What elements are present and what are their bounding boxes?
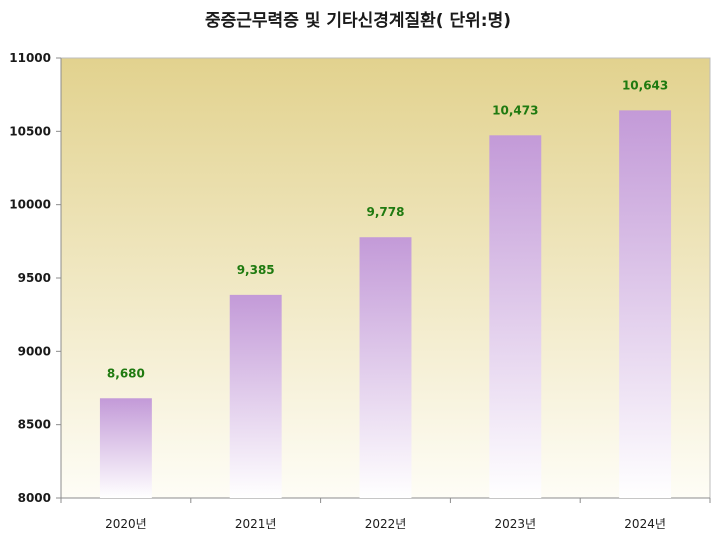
- data-label: 10,473: [492, 103, 538, 117]
- bar: [229, 294, 282, 498]
- data-label: 8,680: [107, 366, 145, 380]
- bar: [99, 398, 152, 498]
- bar: [359, 237, 412, 498]
- x-tick-label: 2024년: [624, 517, 666, 531]
- bar: [619, 110, 672, 499]
- chart-title: 중증근무력증 및 기타신경계질환( 단위:명): [205, 11, 511, 31]
- data-label: 9,778: [367, 205, 405, 219]
- bars: [99, 110, 672, 499]
- y-tick-label: 8500: [18, 418, 51, 432]
- y-tick-label: 8000: [18, 491, 51, 505]
- x-tick-label: 2022년: [365, 517, 407, 531]
- x-tick-label: 2023년: [495, 517, 537, 531]
- y-tick-label: 10000: [9, 198, 51, 212]
- data-label: 10,643: [622, 78, 668, 92]
- bar: [489, 135, 542, 498]
- x-tick-label: 2020년: [105, 517, 147, 531]
- data-labels: 8,680 9,385 9,778 10,473 10,643: [107, 78, 668, 380]
- y-axis: 8000 8500 9000 9500 10000 10500 11000: [9, 51, 62, 505]
- y-tick-label: 11000: [9, 51, 51, 65]
- y-tick-label: 9500: [18, 271, 51, 285]
- data-label: 9,385: [237, 263, 275, 277]
- y-tick-label: 9000: [18, 344, 51, 358]
- y-tick-label: 10500: [9, 124, 51, 138]
- x-axis: 2020년 2021년 2022년 2023년 2024년: [60, 497, 711, 531]
- x-tick-label: 2021년: [235, 517, 277, 531]
